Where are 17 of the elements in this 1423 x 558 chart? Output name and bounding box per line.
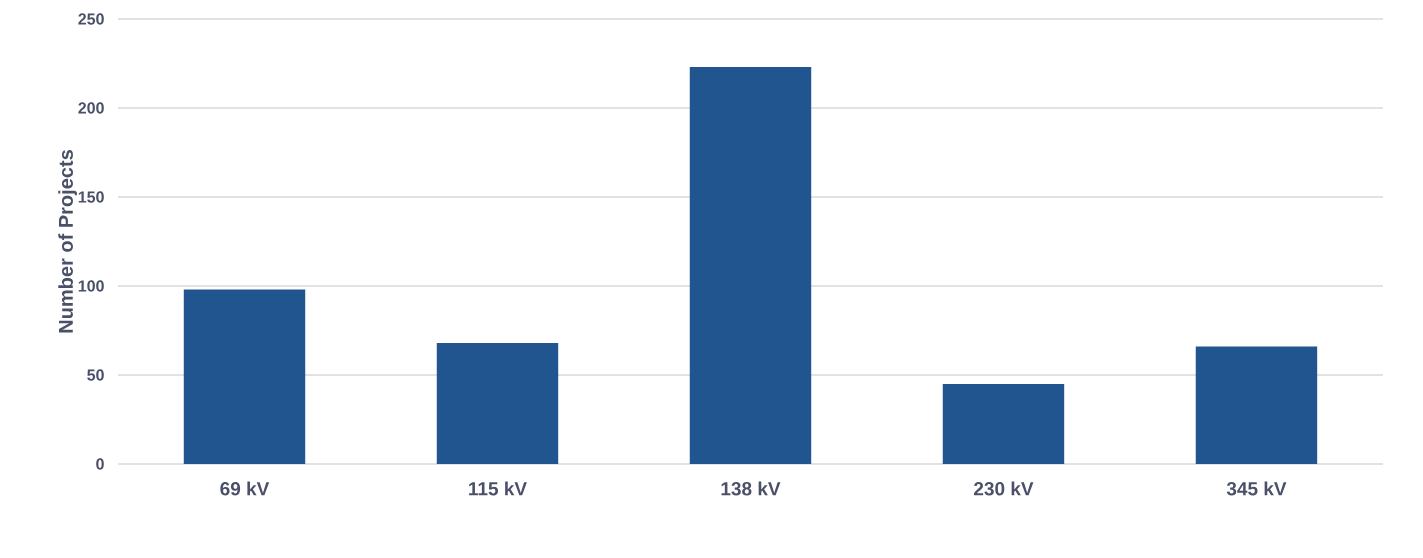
x-tick-label: 69 kV bbox=[220, 481, 270, 496]
y-tick-label: 100 bbox=[78, 280, 104, 292]
y-tick-label: 50 bbox=[87, 369, 104, 381]
x-tick-label: 115 kV bbox=[469, 481, 527, 496]
x-tick-label: 230 kV bbox=[974, 481, 1034, 496]
x-tick-label: 345 kV bbox=[1226, 481, 1287, 496]
bar bbox=[942, 383, 1065, 464]
x-tick-label: 138 kV bbox=[721, 481, 781, 496]
bar bbox=[689, 67, 812, 464]
y-tick-label: 0 bbox=[96, 458, 104, 470]
bar bbox=[183, 289, 306, 464]
y-tick-label: 200 bbox=[78, 102, 104, 114]
y-tick-label: 250 bbox=[78, 13, 104, 25]
y-axis-title: Number of Projects bbox=[58, 150, 77, 333]
bar bbox=[1195, 346, 1318, 464]
y-tick-label: 150 bbox=[78, 191, 104, 203]
bar bbox=[436, 342, 559, 464]
